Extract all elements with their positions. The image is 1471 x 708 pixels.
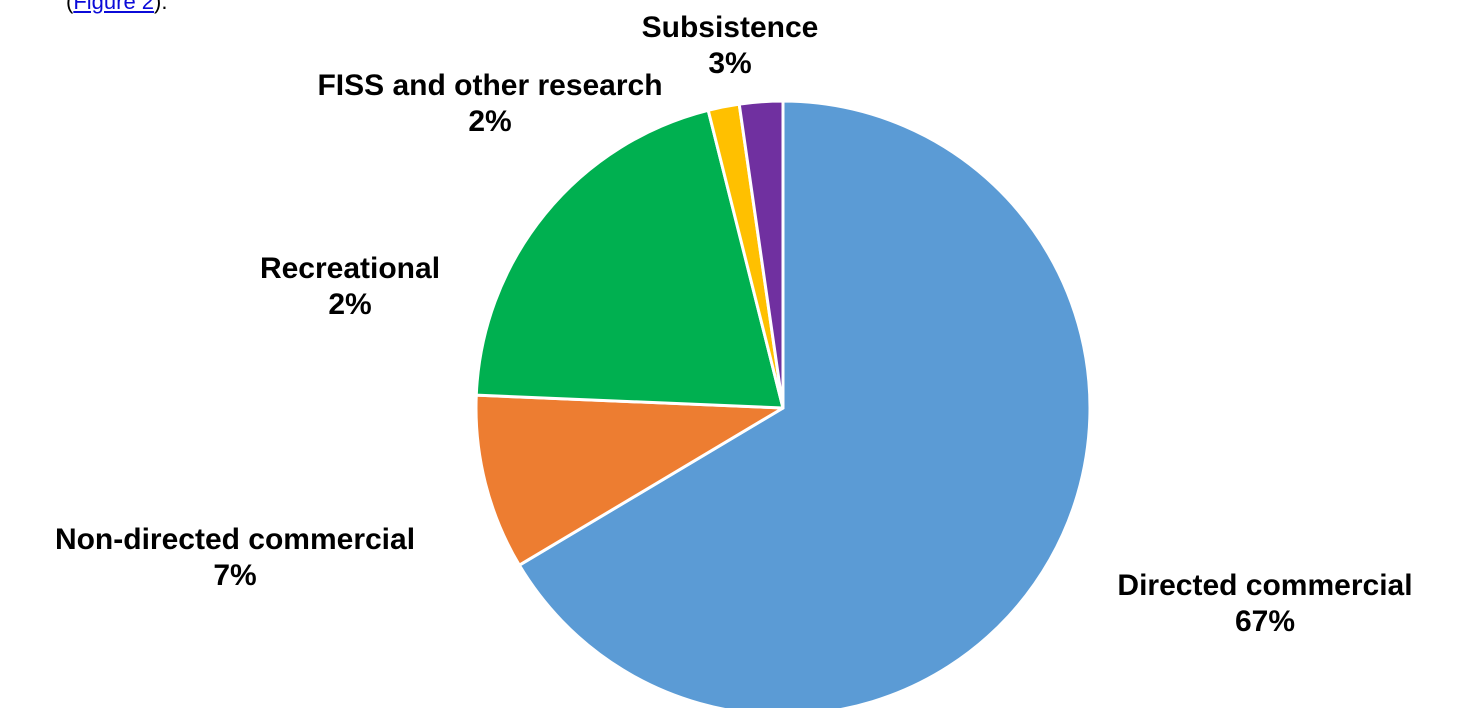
data-label-fiss: FISS and other research 2% [255, 68, 725, 140]
data-label-subsistence-name: Subsistence [641, 11, 819, 44]
data-label-directed-commercial-value: 67% [1234, 605, 1296, 638]
intro-open-paren: ( [66, 0, 74, 14]
intro-text-fragment: (Figure 2). [66, 0, 168, 15]
data-label-non-directed-commercial: Non-directed commercial 7% [0, 522, 470, 594]
data-label-fiss-name: FISS and other research [317, 69, 663, 102]
data-label-non-directed-commercial-value: 7% [213, 559, 257, 592]
pie-slice-subsistence [737, 99, 785, 410]
data-label-directed-commercial: Directed commercial 67% [1060, 568, 1470, 640]
pie-slice-non-directed-commercial [474, 393, 785, 567]
data-label-fiss-value: 2% [468, 105, 512, 138]
intro-close-text: ). [154, 0, 168, 14]
pie-slice-recreational [474, 108, 785, 410]
pie-slice-directed-commercial [517, 99, 1092, 708]
data-label-recreational-value: 2% [328, 288, 372, 321]
data-label-directed-commercial-name: Directed commercial [1117, 569, 1413, 602]
data-label-recreational-name: Recreational [259, 252, 441, 285]
data-label-subsistence: Subsistence 3% [560, 10, 900, 82]
data-label-subsistence-value: 3% [708, 47, 752, 80]
data-label-non-directed-commercial-name: Non-directed commercial [54, 523, 416, 556]
data-label-recreational: Recreational 2% [200, 251, 500, 323]
figure-link[interactable]: Figure 2 [73, 0, 155, 14]
